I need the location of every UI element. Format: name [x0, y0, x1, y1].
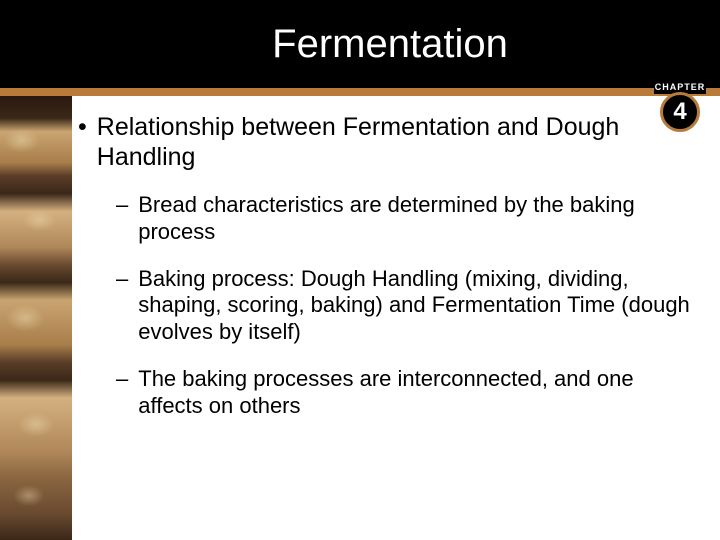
chapter-label: CHAPTER — [654, 80, 706, 94]
sub-bullet-text: Baking process: Dough Handling (mixing, … — [138, 266, 700, 346]
dash-icon: – — [116, 192, 128, 246]
main-bullet: • Relationship between Fermentation and … — [78, 112, 700, 172]
bullet-dot-icon: • — [78, 112, 87, 172]
slide-content: • Relationship between Fermentation and … — [78, 112, 700, 440]
dash-icon: – — [116, 266, 128, 346]
dash-icon: – — [116, 366, 128, 420]
sub-bullet-list: – Bread characteristics are determined b… — [116, 192, 700, 420]
accent-bar — [0, 88, 720, 96]
main-bullet-text: Relationship between Fermentation and Do… — [97, 112, 700, 172]
slide-title: Fermentation — [272, 22, 508, 67]
sub-bullet: – Bread characteristics are determined b… — [116, 192, 700, 246]
bread-sidebar-image — [0, 96, 72, 540]
slide-header: Fermentation — [0, 0, 720, 88]
sub-bullet: – The baking processes are interconnecte… — [116, 366, 700, 420]
sub-bullet: – Baking process: Dough Handling (mixing… — [116, 266, 700, 346]
sub-bullet-text: The baking processes are interconnected,… — [138, 366, 700, 420]
sub-bullet-text: Bread characteristics are determined by … — [138, 192, 700, 246]
